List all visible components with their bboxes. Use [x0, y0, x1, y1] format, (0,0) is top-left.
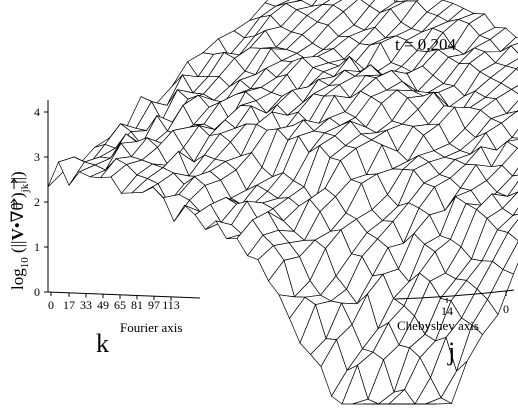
surface-cell — [511, 167, 518, 177]
wireframe-surface — [47, 0, 518, 405]
surface-cell — [510, 42, 518, 54]
z-tick-label: 3 — [34, 150, 40, 164]
fourier-tick-label: 0 — [48, 298, 54, 312]
fourier-tick-label: 65 — [114, 298, 126, 312]
z-axis-label: log10 (||V•∇θ )jk||) — [8, 171, 31, 290]
z-axis-ticks — [44, 111, 48, 293]
z-tick-label: 2 — [34, 195, 40, 209]
chebyshev-axis-symbol: j — [447, 337, 455, 366]
vector-arrow-icon — [10, 198, 18, 209]
surface-cell — [511, 128, 518, 139]
z-tick-label: 0 — [34, 285, 40, 299]
chebyshev-tick-label: 14 — [441, 304, 453, 318]
fourier-axis-name: Fourier axis — [120, 320, 182, 335]
fourier-tick-label: 17 — [63, 298, 75, 312]
chebyshev-axis-line — [394, 289, 515, 300]
z-tick-label: 1 — [34, 240, 40, 254]
fourier-axis-ticks: 0 17 33 49 65 81 97 113 — [48, 292, 180, 312]
chebyshev-tick-label: 0 — [503, 302, 509, 316]
fourier-tick-label: 97 — [148, 298, 160, 312]
fourier-tick-label: 81 — [131, 298, 143, 312]
vector-arrow-icon — [10, 178, 18, 189]
fourier-tick-label: 49 — [97, 298, 109, 312]
time-annotation: t = 0.204 — [395, 35, 457, 54]
fourier-tick-label: 33 — [80, 298, 92, 312]
fourier-tick-label: 113 — [162, 298, 180, 312]
fourier-axis-symbol: k — [96, 329, 109, 358]
surface-cell — [512, 207, 518, 217]
surface-cell — [510, 85, 518, 95]
z-tick-label: 4 — [34, 105, 40, 119]
chebyshev-axis-name: Chebyshev axis — [397, 318, 479, 333]
fourier-axis-line — [47, 291, 201, 299]
